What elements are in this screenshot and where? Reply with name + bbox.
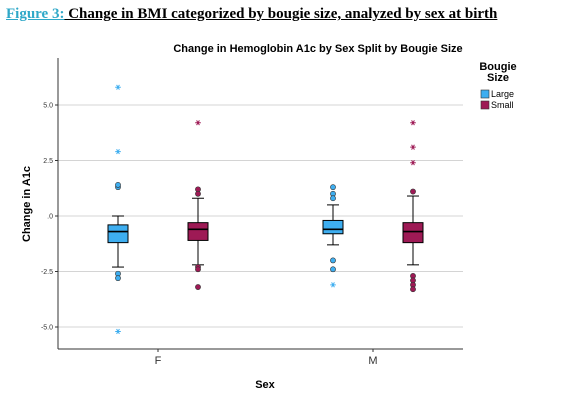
outlier-circle [195, 190, 201, 197]
outlier-circle [115, 275, 121, 282]
outlier-circle [195, 266, 201, 273]
box-small-f [187, 120, 209, 290]
figure-caption: Figure 3: Change in BMI categorized by b… [6, 6, 497, 23]
outlier-star [330, 282, 336, 288]
gridlines [58, 104, 463, 328]
x-category-label: M [368, 355, 377, 367]
legend-title-line2: Size [487, 72, 509, 84]
outlier-circle [410, 286, 416, 293]
box-iqr [402, 222, 424, 244]
box-iqr [107, 224, 129, 244]
outlier-circle [115, 182, 121, 188]
box-iqr [322, 219, 344, 235]
outlier-star [410, 120, 416, 126]
x-category-label: F [155, 355, 162, 367]
legend-title-line1: Bougie [479, 61, 516, 73]
plot-area [58, 58, 463, 349]
outlier-circle [330, 195, 336, 202]
x-axis-title: Sex [255, 379, 275, 391]
legend-swatch [480, 100, 490, 110]
figure-label: Figure 3: [6, 6, 65, 22]
outlier-star [410, 160, 416, 166]
outlier-star [115, 84, 121, 90]
outlier-circle [330, 257, 336, 264]
legend-label: Small [491, 100, 514, 110]
y-tick-label: 2.5 [43, 158, 53, 165]
outlier-circle [195, 284, 201, 290]
outlier-star [195, 120, 201, 126]
box-iqr [187, 222, 209, 241]
box-large-f [107, 84, 129, 335]
box-large-m [322, 184, 344, 288]
y-tick-label: 5.0 [43, 103, 53, 110]
chart-title: Change in Hemoglobin A1c by Sex Split by… [173, 43, 462, 55]
box-small-m [402, 120, 424, 293]
y-tick-label: -5.0 [41, 325, 53, 332]
outlier-circle [410, 188, 416, 195]
figure-caption-text: Change in BMI categorized by bougie size… [64, 6, 498, 22]
y-axis-title: Change in A1c [21, 166, 33, 242]
outlier-circle [330, 266, 336, 273]
outlier-star [410, 144, 416, 150]
y-tick-label: .0 [47, 214, 53, 221]
outlier-star [115, 328, 121, 335]
legend-label: Large [491, 89, 514, 99]
legend-swatch [480, 89, 490, 99]
boxes [107, 84, 424, 335]
outlier-circle [330, 184, 336, 191]
y-tick-label: -2.5 [41, 269, 53, 276]
outlier-star [115, 148, 121, 155]
y-axis-ticks: 5.0 2.5 .0 -2.5 -5.0 [41, 103, 58, 332]
